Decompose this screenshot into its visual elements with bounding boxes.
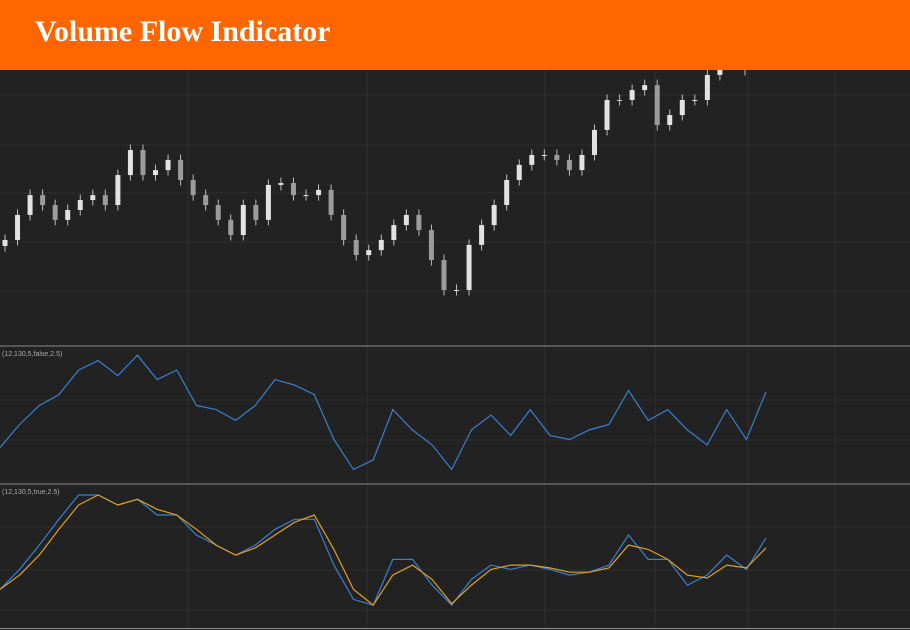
candle-body (127, 150, 133, 176)
candle-body (341, 214, 347, 240)
indicator-line (0, 354, 767, 471)
candle-body (215, 205, 221, 220)
candle-body (529, 154, 535, 165)
marks (0, 49, 767, 607)
candle-body (692, 99, 698, 101)
candle-body (617, 99, 623, 101)
candle-body (52, 205, 58, 220)
candle-body (153, 170, 159, 176)
indicator-line (0, 494, 767, 607)
candle-body (366, 250, 372, 256)
candle-body (679, 99, 685, 116)
candle-body (90, 195, 96, 201)
candle-body (554, 154, 560, 160)
candle-body (441, 260, 447, 290)
candle-body (541, 154, 547, 156)
candle-body (391, 225, 397, 240)
candle-body (253, 205, 259, 220)
candle-body (316, 189, 322, 196)
indicator-label: (12,130,5,false,2.5) (2, 351, 62, 358)
candle-body (654, 85, 660, 125)
candle-body (428, 230, 434, 261)
candle-body (65, 209, 71, 220)
candle-body (278, 183, 284, 185)
candle-body (604, 99, 610, 130)
candle-body (466, 244, 472, 290)
candle-body (102, 195, 108, 206)
candle-body (416, 214, 422, 231)
candle-body (504, 180, 510, 206)
candle-body (27, 195, 33, 215)
candle-body (479, 225, 485, 245)
candle-body (704, 74, 710, 100)
candle-body (579, 154, 585, 171)
candle-body (491, 205, 497, 226)
candle-body (140, 150, 146, 176)
title-banner (0, 0, 910, 70)
candle-body (353, 239, 359, 256)
candle-body (190, 180, 196, 196)
candle-body (667, 115, 673, 125)
candle-body (378, 239, 384, 251)
candle-body (328, 189, 334, 215)
candle-body (115, 175, 121, 206)
candle-body (240, 205, 246, 235)
candle-body (629, 90, 635, 100)
candle-body (303, 195, 309, 197)
candle-body (642, 85, 648, 91)
candle-body (265, 184, 271, 220)
indicator-line (0, 494, 767, 606)
candle-body (516, 164, 522, 180)
candle-body (40, 195, 46, 206)
candle-body (165, 159, 171, 171)
candle-body (178, 159, 184, 180)
candle-body (2, 239, 8, 246)
candle-body (403, 214, 409, 226)
candle-body (591, 129, 597, 155)
indicator-label: (12,130,5,true,2.5) (2, 489, 60, 496)
candle-body (290, 183, 296, 196)
candle-body (15, 214, 21, 240)
candle-body (454, 290, 460, 291)
candle-body (203, 195, 209, 206)
candle-body (77, 200, 83, 210)
candle-body (566, 159, 572, 171)
candle-body (228, 219, 234, 235)
page-title: Volume Flow Indicator (35, 15, 331, 48)
grid (0, 70, 910, 628)
